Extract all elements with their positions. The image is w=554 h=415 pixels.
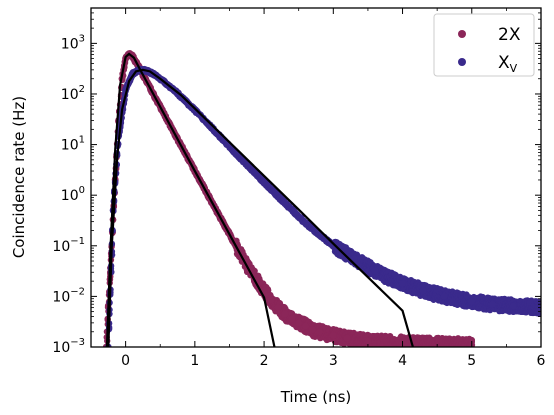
y-tick-label: 10−3 [52, 337, 85, 356]
fit-line-0 [105, 52, 276, 347]
data-point [371, 267, 379, 275]
data-point [232, 150, 240, 158]
x-tick-label: 3 [329, 353, 338, 369]
legend-marker-2x [458, 30, 466, 38]
data-point [443, 347, 449, 353]
data-point [437, 346, 441, 347]
x-tick-label: 2 [260, 353, 269, 369]
data-point [302, 219, 310, 227]
data-point [281, 199, 289, 207]
plot-frame [90, 7, 542, 348]
x-tick-label: 1 [190, 353, 199, 369]
y-tick-label: 102 [61, 84, 85, 103]
data-point [399, 280, 406, 287]
data-point [364, 337, 372, 345]
y-tick-label: 101 [61, 135, 85, 154]
x-tick-label: 6 [537, 353, 546, 369]
data-point [295, 319, 303, 327]
data-point [316, 328, 323, 336]
axis-tick-labels: 0 1 2 3 4 5 6 10−3 10−2 10−1 100 101 102 103 [52, 33, 545, 369]
axis-ticks [90, 7, 542, 348]
x-tick-label: 0 [121, 353, 130, 369]
data-point [260, 178, 268, 186]
data-point [459, 346, 462, 347]
plot-area [102, 50, 541, 353]
data-point [343, 334, 351, 342]
data-point [267, 296, 275, 304]
data-point [468, 297, 476, 305]
legend: 2X XV [433, 13, 535, 77]
data-point [509, 302, 517, 310]
legend-box [433, 13, 535, 77]
data-point [489, 300, 496, 308]
data-point [281, 310, 289, 318]
y-tick-label: 10−1 [52, 236, 85, 255]
data-point [309, 326, 316, 334]
y-tick-label: 103 [61, 33, 85, 52]
x-axis-label: Time (ns) [280, 388, 352, 406]
data-point [302, 322, 310, 330]
data-point [419, 287, 427, 295]
x-tick-label: 4 [398, 353, 407, 369]
series-1 [104, 65, 541, 347]
data-point [329, 331, 337, 339]
data-point [288, 315, 296, 323]
y-axis-label: Coincidence rate (Hz) [10, 96, 28, 258]
legend-label-2x: 2X [498, 25, 521, 45]
data-point [440, 293, 448, 300]
x-tick-label: 5 [467, 353, 476, 369]
fit-line-1 [107, 68, 414, 347]
data-point [461, 346, 463, 347]
data-point [446, 347, 452, 353]
y-tick-label: 100 [61, 185, 85, 204]
legend-label-xv: XV [498, 53, 518, 75]
legend-marker-xv [458, 58, 466, 66]
data-point [460, 347, 466, 353]
data-point [274, 304, 282, 312]
y-tick-label: 10−2 [52, 286, 85, 305]
